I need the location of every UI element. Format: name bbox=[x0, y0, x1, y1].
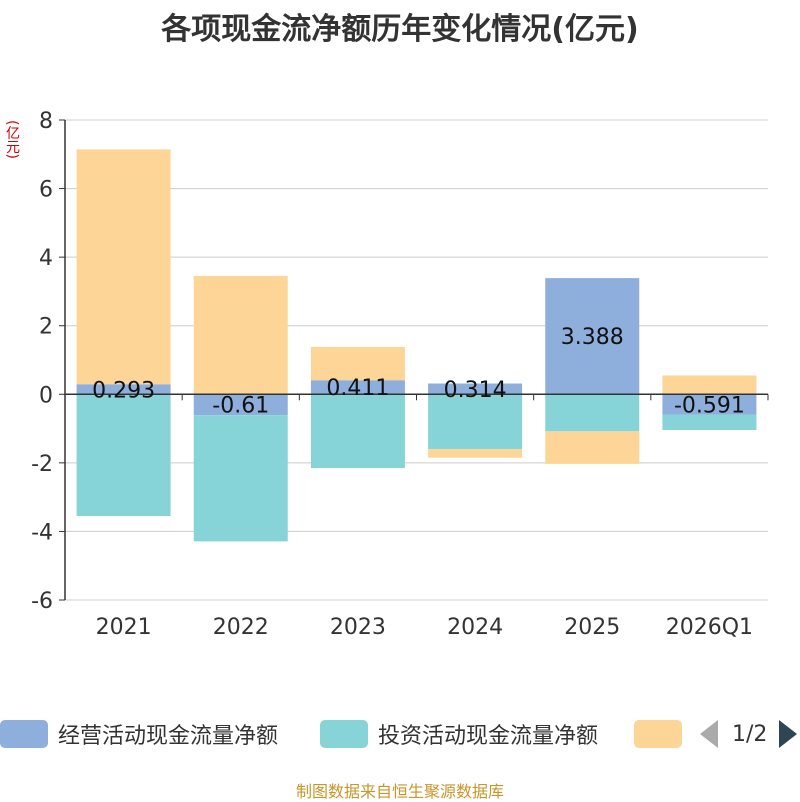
y-axis-unit-label: (亿元) bbox=[4, 120, 20, 159]
x-tick-label: 2024 bbox=[447, 615, 503, 640]
bar-series-2-2025 bbox=[545, 431, 640, 464]
bar-series-0-2021 bbox=[76, 384, 171, 395]
data-label-operating: -0.61 bbox=[212, 394, 269, 419]
bar-series-1-2026Q1 bbox=[662, 414, 757, 430]
y-tick-label: 2 bbox=[39, 315, 53, 340]
y-tick-label: -2 bbox=[31, 452, 53, 477]
data-label-operating: 0.293 bbox=[92, 378, 155, 403]
bar-series-1-2025 bbox=[545, 394, 640, 432]
bar-series-0-2025 bbox=[545, 278, 640, 395]
x-tick-label: 2021 bbox=[96, 615, 152, 640]
bar-series-1-2024 bbox=[428, 394, 523, 450]
bar-series-1-2023 bbox=[310, 394, 405, 468]
data-label-operating: 3.388 bbox=[561, 325, 624, 350]
legend-swatch-operating bbox=[0, 720, 48, 748]
bar-series-1-2022 bbox=[193, 415, 288, 542]
legend-label-investing: 投资活动现金流量净额 bbox=[378, 724, 599, 749]
x-tick-label: 2026Q1 bbox=[666, 615, 753, 640]
legend-pager: 1/2 bbox=[700, 718, 798, 750]
legend-item-investing[interactable]: 投资活动现金流量净额 bbox=[320, 716, 598, 752]
bar-series-2-2022 bbox=[193, 276, 288, 395]
data-label-operating: -0.591 bbox=[674, 393, 745, 418]
chart-title: 各项现金流净额历年变化情况(亿元) bbox=[161, 12, 639, 47]
bar-series-0-2026Q1 bbox=[662, 394, 757, 415]
legend-swatch-investing bbox=[320, 720, 368, 748]
bar-series-2-2024 bbox=[428, 449, 523, 458]
legend-next-icon[interactable] bbox=[779, 720, 798, 748]
y-tick-label: -6 bbox=[31, 589, 53, 614]
y-tick-label: 0 bbox=[39, 383, 53, 408]
x-tick-label: 2025 bbox=[564, 615, 620, 640]
data-label-operating: 0.314 bbox=[444, 378, 507, 403]
legend-item-operating[interactable]: 经营活动现金流量净额 bbox=[0, 716, 278, 752]
x-tick-label: 2022 bbox=[213, 615, 269, 640]
legend: 经营活动现金流量净额 投资活动现金流量净额 bbox=[0, 716, 800, 752]
data-source-note: 制图数据来自恒生聚源数据库 bbox=[295, 782, 504, 801]
bar-series-2-2023 bbox=[310, 346, 405, 381]
legend-prev-icon[interactable] bbox=[700, 720, 718, 748]
legend-label-operating: 经营活动现金流量净额 bbox=[58, 724, 279, 749]
bar-series-2-2026Q1 bbox=[662, 375, 757, 395]
legend-swatch-financing bbox=[634, 720, 682, 748]
y-tick-label: 8 bbox=[39, 109, 53, 134]
y-tick-label: 6 bbox=[39, 178, 53, 203]
bar-series-1-2021 bbox=[76, 394, 171, 516]
bar-series-0-2023 bbox=[310, 380, 405, 395]
y-tick-label: -4 bbox=[31, 520, 53, 545]
bar-series-2-2021 bbox=[76, 149, 171, 385]
data-label-operating: 0.411 bbox=[326, 376, 389, 401]
y-tick-label: 4 bbox=[39, 246, 53, 271]
x-tick-label: 2023 bbox=[330, 615, 386, 640]
legend-page-indicator: 1/2 bbox=[732, 721, 768, 747]
cash-flow-chart: -6 -4 -2 0 2 4 6 8 2021 2022 2023 2024 2025 2026Q1 0.2… bbox=[31, 109, 769, 640]
legend-item-financing[interactable] bbox=[634, 716, 682, 752]
bar-series-0-2024 bbox=[428, 383, 523, 395]
bar-series-0-2022 bbox=[193, 394, 288, 416]
